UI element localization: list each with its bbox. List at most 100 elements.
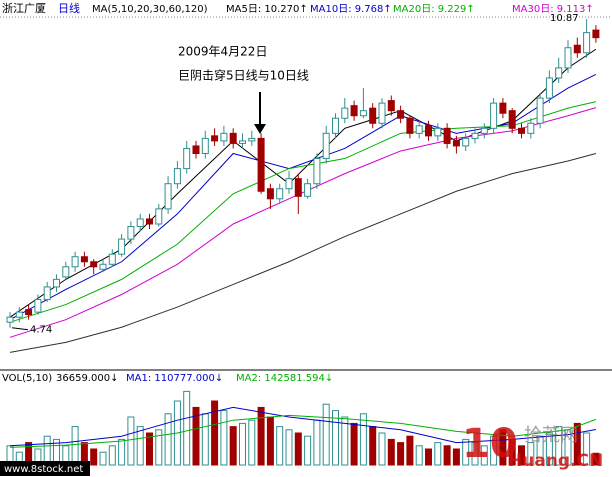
candle-body <box>452 140 460 147</box>
volume-bar <box>108 445 116 466</box>
candle-body <box>276 188 284 200</box>
volume-bar <box>313 419 321 466</box>
volume-bar <box>359 413 367 466</box>
volume-bar <box>518 445 525 466</box>
candle-body <box>583 32 591 54</box>
candle-body <box>369 107 377 124</box>
candle-body <box>499 102 507 114</box>
period: 日线 <box>58 1 80 15</box>
candle-body <box>127 226 135 240</box>
candle-body <box>43 286 51 301</box>
candle-body <box>266 188 274 200</box>
candle-body <box>118 238 126 255</box>
volume-bar <box>211 400 219 466</box>
candle-body <box>183 147 191 170</box>
candle-body <box>545 77 553 99</box>
volume-bar <box>257 406 265 466</box>
candle-body <box>229 132 237 144</box>
candle-body <box>248 137 256 142</box>
volume-bar <box>350 422 358 466</box>
marks: 10.87 4.74 <box>6 13 600 466</box>
volume-bar <box>471 442 479 466</box>
candle-body <box>62 266 70 278</box>
candle-body <box>136 218 144 228</box>
candle-body <box>99 263 107 270</box>
volume-bar <box>434 442 442 466</box>
volume-bar <box>415 445 423 466</box>
candle-body <box>313 158 321 185</box>
candle-body <box>415 125 423 134</box>
candle-body <box>53 278 60 288</box>
candle-body <box>397 110 405 119</box>
volume-bar <box>266 416 274 466</box>
logo-site: Huang.CN <box>508 451 603 471</box>
volume-bar <box>583 432 591 466</box>
candle-body <box>25 309 33 316</box>
volume-bar <box>592 452 600 466</box>
candle-body <box>350 105 358 117</box>
candle-body <box>285 178 293 190</box>
candle-body <box>425 125 432 137</box>
candle-body <box>573 44 581 54</box>
candle-body <box>378 102 386 124</box>
volume-bar <box>71 426 79 466</box>
candle-body <box>443 127 451 144</box>
volume-bar <box>490 435 498 466</box>
candle-body <box>564 47 572 69</box>
volume-bar <box>285 429 293 466</box>
ma-line <box>9 414 597 448</box>
volume-bar <box>155 429 163 466</box>
volume-value: 36659.000↓ <box>56 373 118 384</box>
volume-bar <box>425 448 432 466</box>
candle-body <box>220 132 228 142</box>
volume-bar <box>369 426 377 466</box>
volume-bar <box>452 448 460 466</box>
volume-bar <box>304 435 312 466</box>
volume-bar <box>276 426 284 466</box>
volume-bar <box>239 422 246 466</box>
candle-body <box>518 127 525 134</box>
candle-body <box>332 117 339 134</box>
volume-bar <box>443 445 451 466</box>
candle-body <box>239 140 246 144</box>
volume-bar <box>499 429 507 466</box>
volume-bar <box>527 442 535 466</box>
candle-body <box>6 316 14 323</box>
volume-bar <box>229 426 237 466</box>
candle-body <box>462 137 470 147</box>
candle-body <box>294 178 302 197</box>
volume-bar <box>322 403 330 466</box>
indicator-name: MA(5,10,20,30,60,120) <box>92 4 208 15</box>
legend-entry: MA2: 142581.594↓ <box>236 373 333 384</box>
volume-bar <box>248 419 256 466</box>
volume-bar <box>536 435 544 466</box>
candle-body <box>490 102 498 129</box>
candle-body <box>322 132 330 160</box>
annotation: 巨阴击穿5日线与10日线 <box>178 68 309 83</box>
candle-body <box>192 145 200 154</box>
high-label: 10.87 <box>550 13 579 24</box>
volume-bar <box>387 438 395 466</box>
candle-body <box>434 127 442 137</box>
volume-bar <box>294 432 302 466</box>
candle-body <box>90 261 98 268</box>
volume-bar <box>118 438 126 466</box>
volume-bar <box>406 435 414 466</box>
candle-body <box>71 256 79 268</box>
candle-body <box>34 299 42 313</box>
candle-body <box>341 107 349 119</box>
volume-bar <box>480 445 488 466</box>
volume-bar <box>136 426 144 466</box>
candle-body <box>80 256 88 263</box>
candle-body <box>406 117 414 134</box>
candle-body <box>508 110 516 129</box>
volume-title: VOL(5,10) <box>2 373 52 384</box>
volume-bar <box>462 438 470 466</box>
volume-bar <box>201 413 209 466</box>
candle-body <box>555 67 563 79</box>
volume-bar <box>183 390 191 466</box>
logo-name: 拾荒网 <box>524 425 578 446</box>
candle-body <box>592 29 600 39</box>
candle-body <box>536 97 544 124</box>
